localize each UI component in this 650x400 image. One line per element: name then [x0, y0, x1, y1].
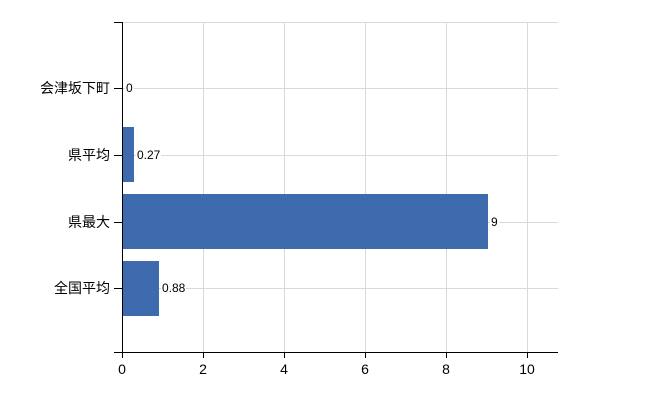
y-axis-tick	[114, 88, 122, 89]
gridline-horizontal	[122, 155, 558, 156]
category-label: 会津坂下町	[40, 80, 110, 96]
x-tick-label: 8	[442, 361, 450, 377]
bar	[123, 261, 159, 316]
gridline-vertical	[527, 22, 528, 352]
x-tick-label: 10	[519, 361, 535, 377]
y-axis-tick	[114, 222, 122, 223]
value-label: 0	[125, 81, 134, 95]
bar	[123, 194, 488, 249]
x-axis-tick	[203, 352, 204, 358]
x-tick-label: 0	[118, 361, 126, 377]
x-axis-tick	[122, 352, 123, 358]
bar	[123, 127, 134, 182]
gridline-horizontal	[122, 288, 558, 289]
x-axis-line	[114, 352, 558, 353]
x-tick-label: 2	[199, 361, 207, 377]
gridline-vertical	[203, 22, 204, 352]
y-axis-line	[122, 22, 123, 353]
x-axis-tick	[284, 352, 285, 358]
category-label: 県最大	[68, 214, 110, 230]
category-label: 県平均	[68, 147, 110, 163]
plot-top-border	[122, 22, 558, 23]
x-axis-tick	[446, 352, 447, 358]
gridline-vertical	[284, 22, 285, 352]
gridline-horizontal	[122, 88, 558, 89]
value-label: 0.88	[161, 281, 187, 295]
value-label: 0.27	[136, 148, 162, 162]
y-axis-tick	[114, 288, 122, 289]
x-tick-label: 4	[280, 361, 288, 377]
x-tick-label: 6	[361, 361, 369, 377]
value-label: 9	[490, 215, 499, 229]
y-axis-tick	[114, 155, 122, 156]
x-axis-tick	[527, 352, 528, 358]
gridline-vertical	[446, 22, 447, 352]
y-axis-tick	[114, 22, 122, 23]
category-label: 全国平均	[54, 280, 110, 296]
x-axis-tick	[365, 352, 366, 358]
gridline-vertical	[365, 22, 366, 352]
